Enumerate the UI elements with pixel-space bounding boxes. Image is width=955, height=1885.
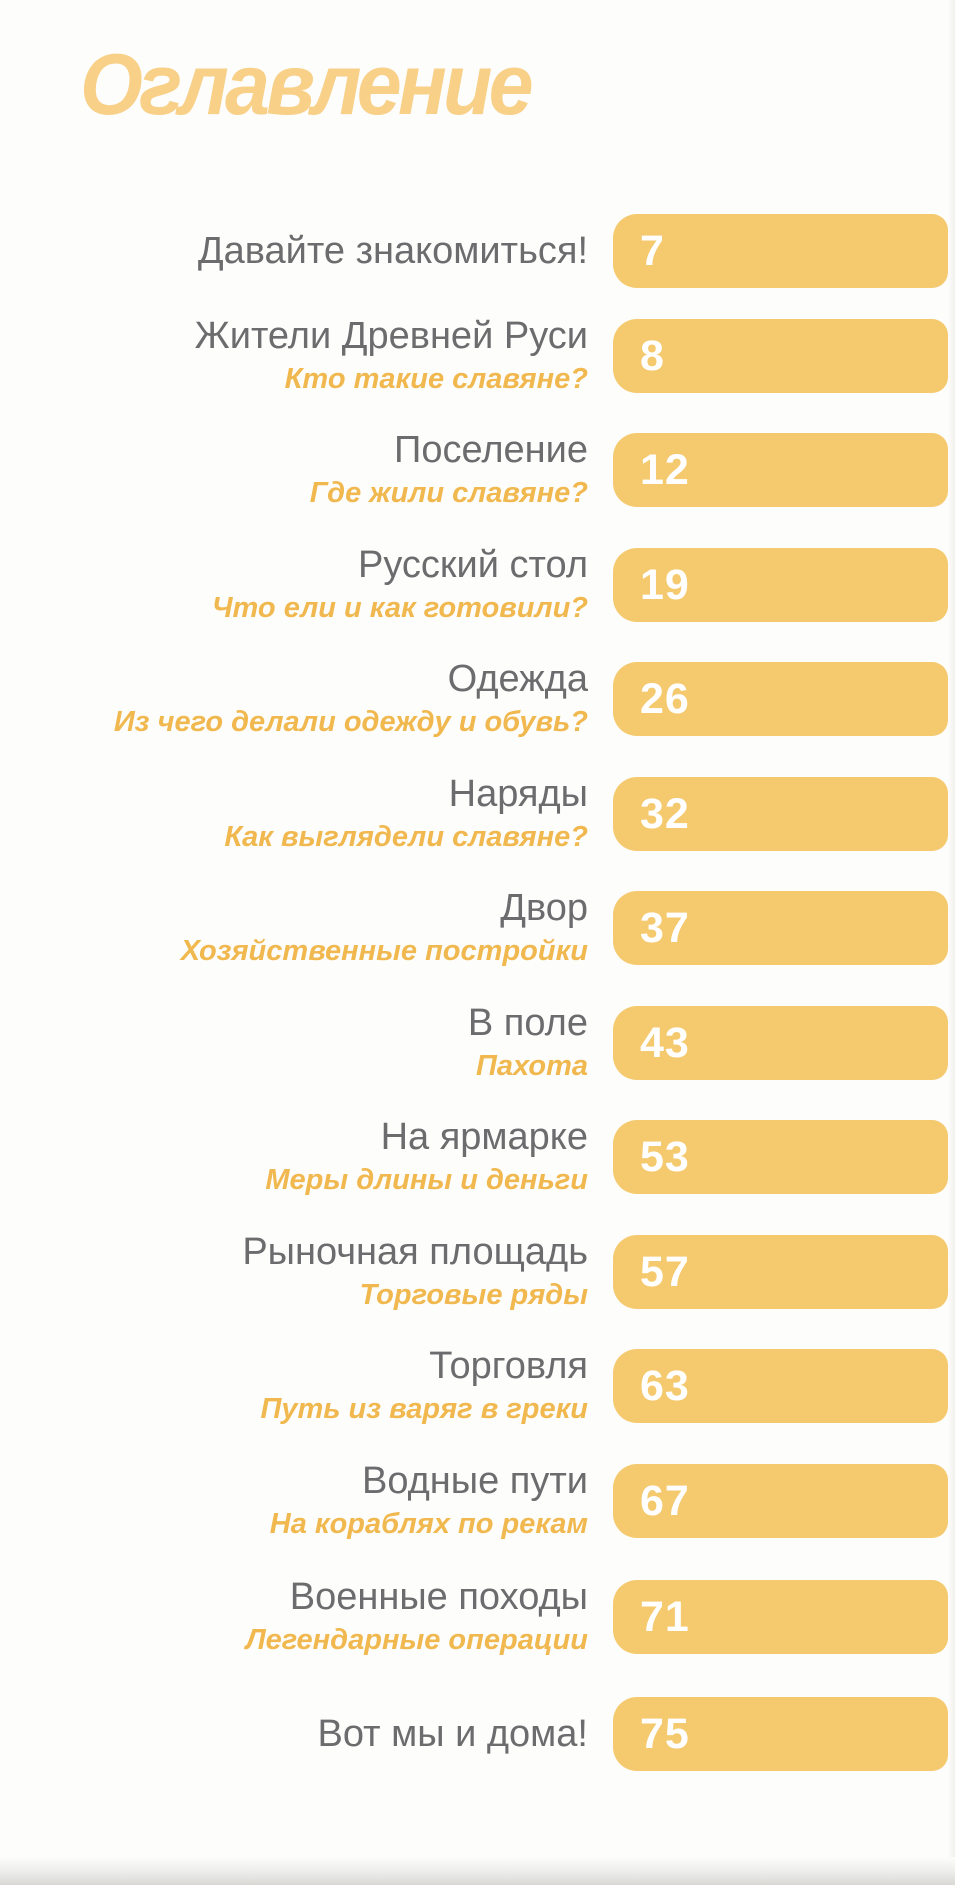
- page-number: 26: [640, 675, 690, 723]
- page-number-pill: 32: [613, 777, 948, 851]
- entry-subtitle: Пахота: [475, 1050, 588, 1082]
- page-number: 71: [640, 1593, 690, 1641]
- entry-text: Рыночная площадь Торговые ряды: [242, 1229, 588, 1315]
- page-number: 63: [640, 1362, 690, 1410]
- page-number-pill: 19: [613, 548, 948, 622]
- entry-subtitle: Как выглядели славяне?: [224, 821, 588, 853]
- page-number-pill: 37: [613, 891, 948, 965]
- entry-title: Поселение: [394, 429, 588, 471]
- toc-entry: Вот мы и дома! 75: [0, 1697, 955, 1771]
- toc-entry: Давайте знакомиться! 7: [0, 214, 955, 288]
- entry-text: Торговля Путь из варяг в греки: [260, 1343, 588, 1429]
- toc-entry: Водные пути На кораблях по рекам 67: [0, 1460, 955, 1540]
- entry-subtitle: Хозяйственные постройки: [180, 935, 588, 967]
- toc-entry: Жители Древней Руси Кто такие славяне? 8: [0, 315, 955, 395]
- page-number: 57: [640, 1248, 690, 1296]
- entry-text: Русский стол Что ели и как готовили?: [212, 542, 588, 628]
- entry-text: Военные походы Легендарные операции: [246, 1574, 588, 1660]
- toc-entry: Наряды Как выглядели славяне? 32: [0, 773, 955, 853]
- entry-title: Торговля: [429, 1345, 588, 1387]
- page-number-pill: 67: [613, 1464, 948, 1538]
- entry-subtitle: Торговые ряды: [359, 1279, 588, 1311]
- entry-subtitle: Путь из варяг в греки: [260, 1393, 588, 1425]
- entry-title: Давайте знакомиться!: [197, 230, 588, 272]
- page-number-pill: 8: [613, 319, 948, 393]
- entry-subtitle: Из чего делали одежду и обувь?: [113, 706, 588, 738]
- toc-entry: Поселение Где жили славяне? 12: [0, 429, 955, 509]
- toc-entry: Военные походы Легендарные операции 71: [0, 1576, 955, 1656]
- entry-text: Давайте знакомиться!: [198, 228, 588, 274]
- entry-subtitle: Меры длины и деньги: [265, 1164, 588, 1196]
- page-number-pill: 26: [613, 662, 948, 736]
- toc-entry: Русский стол Что ели и как готовили? 19: [0, 544, 955, 624]
- page-number-pill: 7: [613, 214, 948, 288]
- page-number: 43: [640, 1019, 690, 1067]
- page-number-pill: 63: [613, 1349, 948, 1423]
- entry-subtitle: Кто такие славяне?: [284, 363, 588, 395]
- page-number-pill: 12: [613, 433, 948, 507]
- page-number: 53: [640, 1133, 690, 1181]
- photo-bottom-edge: [0, 1857, 955, 1885]
- page-number-pill: 71: [613, 1580, 948, 1654]
- toc-entry: Одежда Из чего делали одежду и обувь? 26: [0, 658, 955, 738]
- page-number-pill: 53: [613, 1120, 948, 1194]
- entry-text: Жители Древней Руси Кто такие славяне?: [195, 313, 588, 399]
- toc-entry: Двор Хозяйственные постройки 37: [0, 887, 955, 967]
- entry-title: Водные пути: [361, 1460, 588, 1502]
- page-number: 8: [640, 332, 665, 380]
- page-number-pill: 43: [613, 1006, 948, 1080]
- entry-text: Одежда Из чего делали одежду и обувь?: [114, 656, 588, 742]
- page-number-pill: 75: [613, 1697, 948, 1771]
- page-number: 37: [640, 904, 690, 952]
- toc-entry: Рыночная площадь Торговые ряды 57: [0, 1231, 955, 1311]
- entry-title: Вот мы и дома!: [317, 1713, 588, 1755]
- page-number: 75: [640, 1710, 690, 1758]
- photo-right-edge: [948, 0, 955, 1885]
- page-number-pill: 57: [613, 1235, 948, 1309]
- entry-title: Рыночная площадь: [242, 1231, 588, 1273]
- page-number: 32: [640, 790, 690, 838]
- entry-text: Вот мы и дома!: [317, 1711, 588, 1757]
- toc-entry: На ярмарке Меры длины и деньги 53: [0, 1116, 955, 1196]
- page-number: 7: [640, 227, 665, 275]
- entry-title: На ярмарке: [380, 1116, 588, 1158]
- entry-subtitle: Что ели и как готовили?: [212, 592, 588, 624]
- page-number: 12: [640, 446, 690, 494]
- entry-text: На ярмарке Меры длины и деньги: [265, 1114, 588, 1200]
- toc-entry: В поле Пахота 43: [0, 1002, 955, 1082]
- entry-title: В поле: [467, 1002, 588, 1044]
- entry-title: Одежда: [447, 658, 588, 700]
- entry-text: Поселение Где жили славяне?: [310, 427, 588, 513]
- entry-subtitle: На кораблях по рекам: [269, 1508, 588, 1540]
- entry-title: Русский стол: [357, 544, 588, 586]
- entry-text: Водные пути На кораблях по рекам: [270, 1458, 588, 1544]
- entry-subtitle: Легендарные операции: [245, 1624, 588, 1656]
- entry-title: Наряды: [448, 773, 588, 815]
- entry-text: В поле Пахота: [468, 1000, 588, 1086]
- entry-title: Военные походы: [289, 1576, 588, 1618]
- page-number: 67: [640, 1477, 690, 1525]
- entry-subtitle: Где жили славяне?: [309, 477, 588, 509]
- page-number: 19: [640, 561, 690, 609]
- entry-text: Наряды Как выглядели славяне?: [224, 771, 588, 857]
- entry-title: Жители Древней Руси: [194, 315, 588, 357]
- page-title: Оглавление: [80, 37, 534, 133]
- entry-title: Двор: [500, 887, 588, 929]
- toc-entry: Торговля Путь из варяг в греки 63: [0, 1345, 955, 1425]
- entry-text: Двор Хозяйственные постройки: [181, 885, 588, 971]
